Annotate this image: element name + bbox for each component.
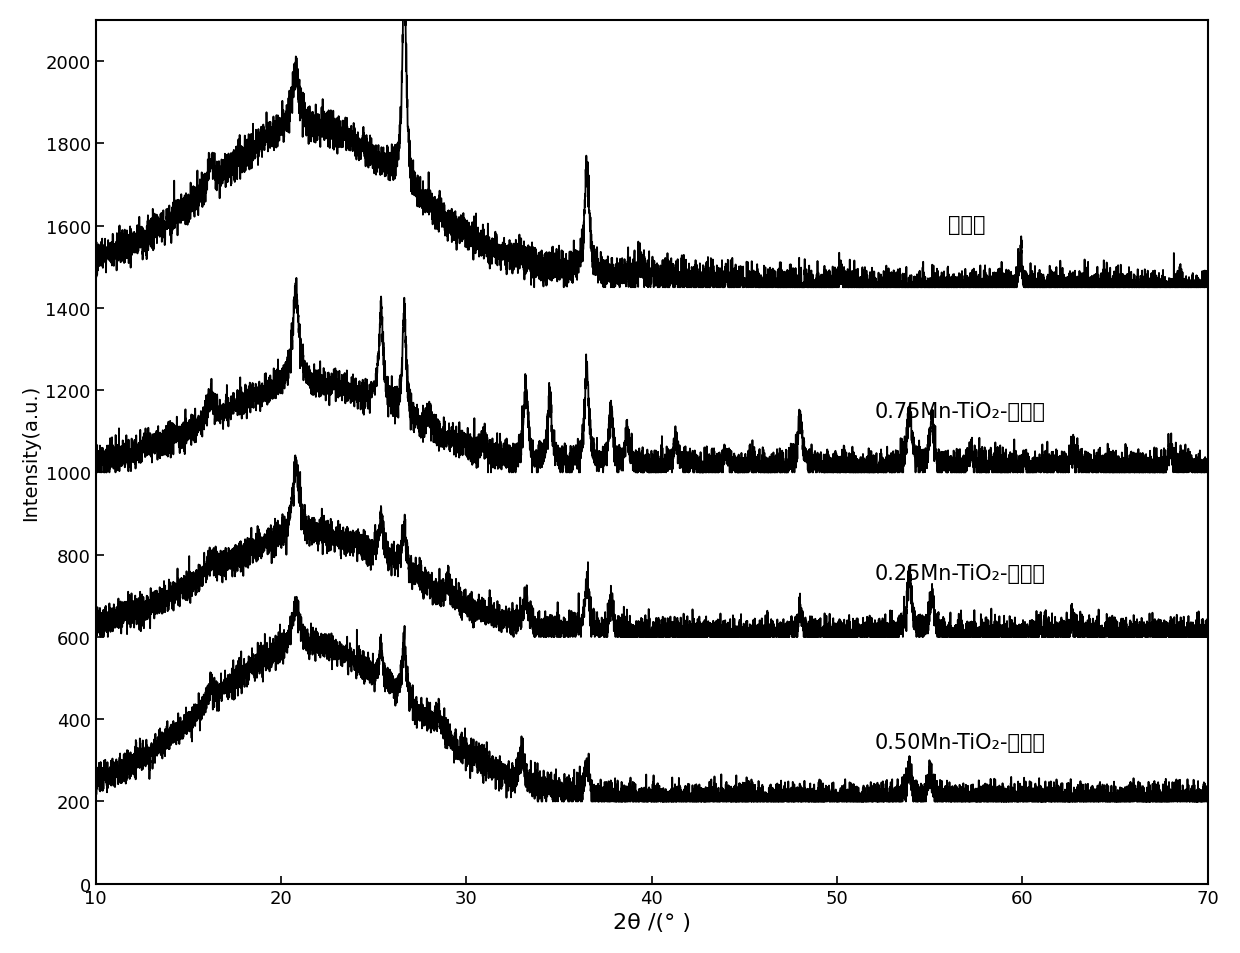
Text: 硬藻土: 硬藻土: [949, 214, 986, 234]
X-axis label: 2θ /(° ): 2θ /(° ): [613, 912, 691, 932]
Text: 0.50Mn-TiO₂-硬藻土: 0.50Mn-TiO₂-硬藻土: [874, 732, 1045, 752]
Text: 0.75Mn-TiO₂-硬藻土: 0.75Mn-TiO₂-硬藻土: [874, 401, 1045, 421]
Y-axis label: Intensity(a.u.): Intensity(a.u.): [21, 384, 40, 520]
Text: 0.25Mn-TiO₂-硬藻土: 0.25Mn-TiO₂-硬藻土: [874, 564, 1045, 583]
